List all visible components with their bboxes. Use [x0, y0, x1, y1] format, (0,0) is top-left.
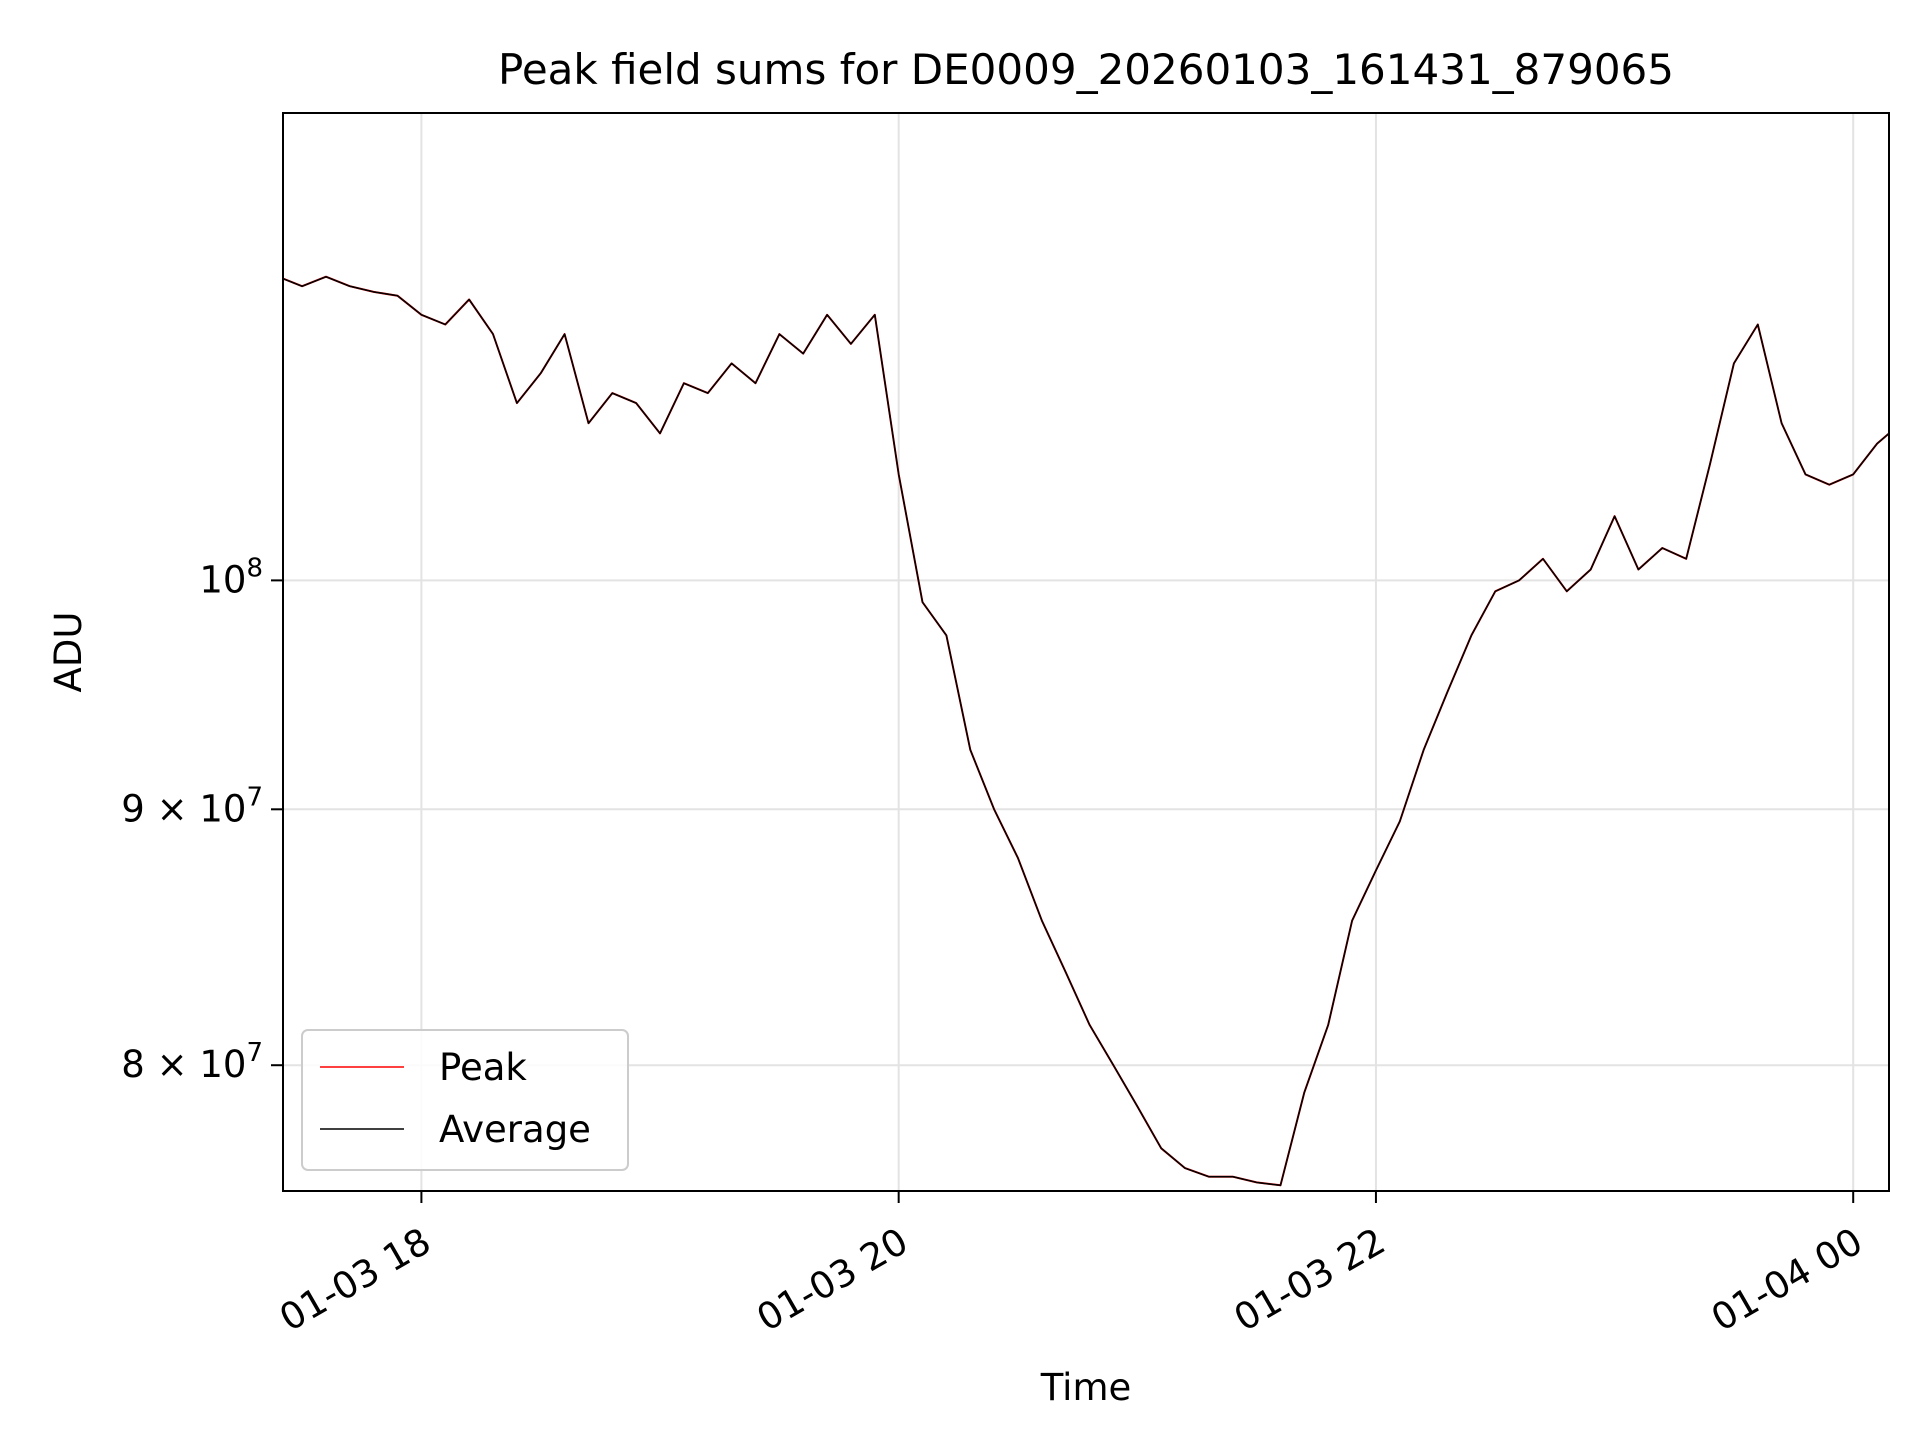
- plot-frame: [282, 112, 1890, 1192]
- legend: Peak Average: [301, 1029, 629, 1171]
- legend-box: [301, 1029, 629, 1171]
- chart-title: Peak field sums for DE0009_20260103_1614…: [498, 45, 1674, 94]
- legend-label-peak: Peak: [439, 1046, 527, 1089]
- series-layer: [283, 275, 1889, 1187]
- y-axis-label: ADU: [47, 612, 90, 693]
- y-tick-label: 8 × 107: [121, 1038, 263, 1086]
- y-tick-label: 9 × 107: [121, 782, 263, 830]
- y-axis-ticks: 8 × 107 9 × 107 108: [121, 553, 283, 1086]
- series-line-average: [283, 275, 1889, 1187]
- legend-label-average: Average: [439, 1108, 591, 1151]
- y-tick-label: 108: [199, 553, 263, 601]
- x-axis-label: Time: [1040, 1366, 1132, 1409]
